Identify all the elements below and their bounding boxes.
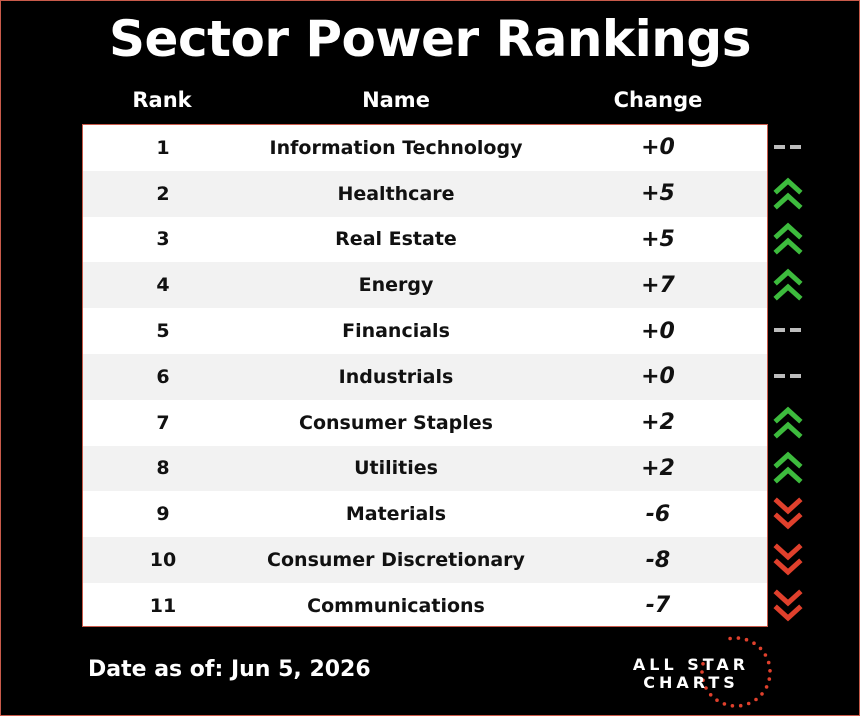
rank-cell: 3	[156, 228, 170, 251]
change-cell: +0	[641, 364, 675, 390]
name-cell: Healthcare	[337, 182, 455, 205]
double-chevron-down-icon	[768, 536, 808, 582]
table-row: 6 Industrials +0	[83, 353, 767, 400]
double-chevron-up-icon	[768, 399, 808, 445]
double-chevron-up-icon	[768, 445, 808, 491]
change-cell: +5	[641, 181, 675, 207]
table-row: 9 Materials -6	[83, 491, 767, 538]
name-cell: Real Estate	[335, 228, 457, 251]
table-row: 7 Consumer Staples +2	[83, 399, 767, 446]
table-row: 10 Consumer Discretionary -8	[83, 537, 767, 583]
table-row: 11 Communications -7	[83, 582, 767, 626]
logo-star-dot	[704, 686, 708, 690]
change-cell: +2	[641, 455, 675, 481]
rank-cell: 7	[156, 411, 170, 434]
dash-icon	[768, 353, 808, 399]
logo-star-ring-icon	[700, 636, 772, 708]
logo-star-dot	[767, 677, 772, 681]
logo-star-dot	[763, 653, 768, 657]
logo-star-dot	[700, 670, 704, 674]
double-chevron-up-icon	[768, 261, 808, 307]
rank-cell: 5	[156, 320, 170, 343]
table-row: 4 Energy +7	[83, 262, 767, 309]
logo-star-dot	[715, 698, 719, 702]
change-cell: -8	[645, 547, 671, 573]
logo-star-dot	[754, 697, 758, 702]
logo-star-dot	[730, 704, 735, 708]
name-cell: Information Technology	[269, 136, 523, 159]
rank-cell: 8	[156, 457, 170, 480]
table-row: 5 Financials +0	[83, 308, 767, 354]
logo-star-dot	[744, 637, 749, 642]
logo-star-dot	[722, 702, 727, 706]
double-chevron-up-icon	[768, 170, 808, 216]
double-chevron-down-icon	[768, 490, 808, 536]
change-cell: +5	[641, 226, 675, 252]
rank-cell: 11	[149, 594, 177, 617]
column-header-rank: Rank	[132, 88, 192, 112]
logo-star-dot	[701, 662, 705, 666]
table-row: 2 Healthcare +5	[83, 170, 767, 217]
name-cell: Financials	[342, 320, 450, 343]
rank-cell: 9	[156, 503, 170, 526]
logo-star-dot	[738, 703, 743, 708]
column-header-name: Name	[362, 88, 430, 112]
change-cell: -7	[645, 593, 671, 619]
double-chevron-down-icon	[768, 582, 808, 628]
table-row: 8 Utilities +2	[83, 445, 767, 492]
change-cell: +0	[641, 135, 675, 161]
name-cell: Materials	[345, 503, 447, 526]
dash-icon	[768, 124, 808, 170]
change-cell: +0	[641, 318, 675, 344]
logo-star-dot	[746, 701, 751, 706]
logo-star-dot	[736, 636, 741, 640]
name-cell: Energy	[358, 274, 434, 297]
rank-cell: 1	[156, 136, 170, 159]
change-cell: +7	[641, 272, 675, 298]
name-cell: Consumer Staples	[299, 411, 493, 434]
change-cell: -6	[645, 501, 671, 527]
logo-star-dot	[758, 646, 763, 651]
rankings-table: 1 Information Technology +0 2 Healthcare +5 3 R…	[82, 124, 768, 627]
logo-star-dot	[766, 660, 771, 665]
change-cell: +2	[641, 410, 675, 436]
logo-text-line1: ALL STAR	[632, 655, 750, 674]
rank-cell: 6	[156, 365, 170, 388]
rank-cell: 10	[149, 549, 177, 572]
all-star-charts-logo: ALL STAR CHARTS	[632, 632, 772, 712]
logo-star-dot	[764, 685, 769, 689]
logo-star-dot	[708, 693, 713, 697]
dash-icon	[768, 307, 808, 353]
logo-star-dot	[768, 669, 772, 673]
date-label: Date as of: Jun 5, 2026	[88, 657, 371, 682]
name-cell: Industrials	[338, 365, 454, 388]
logo-star-dot	[752, 641, 756, 645]
logo-text-line2: CHARTS	[643, 673, 739, 692]
name-cell: Communications	[307, 594, 485, 617]
rank-cell: 4	[156, 274, 170, 297]
rank-cell: 2	[156, 182, 170, 205]
trend-indicators	[768, 124, 808, 627]
double-chevron-up-icon	[768, 216, 808, 262]
name-cell: Utilities	[354, 457, 438, 480]
logo-star-dot	[760, 692, 764, 696]
table-row: 1 Information Technology +0	[83, 125, 767, 171]
page-title: Sector Power Rankings	[109, 10, 751, 68]
logo-star-dot	[701, 678, 705, 682]
logo-star-dot	[728, 636, 732, 641]
table-row: 3 Real Estate +5	[83, 216, 767, 263]
name-cell: Consumer Discretionary	[267, 549, 525, 572]
column-header-change: Change	[613, 88, 703, 112]
